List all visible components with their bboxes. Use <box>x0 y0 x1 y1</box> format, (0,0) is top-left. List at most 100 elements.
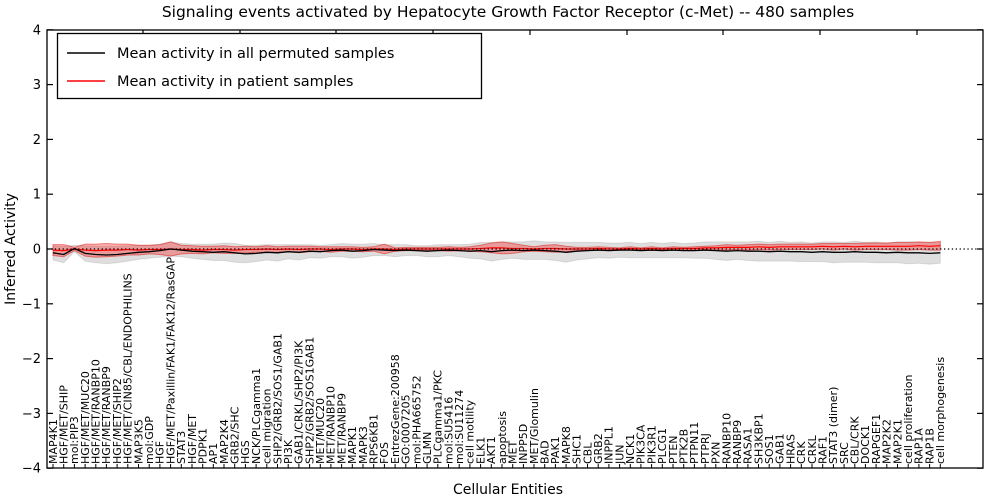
y-axis-label: Inferred Activity <box>3 193 19 305</box>
x-tick-label: NCK/PLCgamma1 <box>250 368 263 464</box>
x-tick-label: RAP1B <box>923 428 936 464</box>
x-tick-label: BAD <box>539 440 552 464</box>
x-tick-label: mol:SU11274 <box>453 390 466 464</box>
x-tick-label: PIK3CA <box>635 424 648 464</box>
x-tick-label: PDPK1 <box>197 428 210 464</box>
y-tick-label: 0 <box>33 243 41 258</box>
x-tick-label: RAF1 <box>817 436 830 464</box>
x-tick-label: ELK1 <box>474 437 487 464</box>
x-tick-label: MET <box>507 441 520 464</box>
x-tick-label: MAPK8 <box>560 426 573 464</box>
permuted-mean-line <box>52 247 941 256</box>
x-tick-label: PXN <box>710 442 723 464</box>
x-tick-label: EntrezGene:200958 <box>389 354 402 464</box>
x-tick-label: MET/RANBP10 <box>325 386 338 464</box>
x-tick-label: INPPL1 <box>603 426 616 464</box>
x-tick-label: RANBP10 <box>720 413 733 464</box>
x-tick-label: cell morphogenesis <box>934 357 947 464</box>
y-tick-label: 1 <box>33 188 41 203</box>
y-tick-label: 3 <box>33 78 41 93</box>
x-tick-label: HRAS <box>784 434 797 464</box>
x-tick-label: MET/RANBP9 <box>335 393 348 464</box>
x-tick-label: RPS6KB1 <box>368 414 381 464</box>
x-tick-label: mol:PHA665752 <box>410 375 423 464</box>
x-tick-label: CBL/CRK <box>849 416 862 464</box>
x-tick-label: MAPK1 <box>346 426 359 464</box>
x-tick-label: HGF/MET/Paxillin/FAK1/FAK12/RasGAP <box>164 257 177 464</box>
plot-frame <box>46 29 984 469</box>
x-tick-label: CBL <box>581 442 594 464</box>
legend-box <box>56 32 483 100</box>
x-tick-label: NCK1 <box>624 434 637 464</box>
x-tick-label: CRK <box>795 441 808 464</box>
legend-label-patient: Mean activity in patient samples <box>117 74 353 90</box>
x-tick-label: HGF/MET/MUC20 <box>79 371 92 464</box>
x-tick-label: CRKL <box>806 434 819 464</box>
x-tick-label: GRB2/SHC <box>229 406 242 464</box>
x-tick-label: HGF/MET/SHIP2 <box>111 378 124 464</box>
legend-label-permuted: Mean activity in all permuted samples <box>117 46 394 62</box>
x-tick-label: AP1 <box>207 443 220 464</box>
x-tick-label: PI3K <box>282 439 295 464</box>
x-tick-label: SOS1 <box>763 434 776 464</box>
x-tick-label: PTPRJ <box>699 433 712 464</box>
x-tick-label: HGF/MET <box>186 414 199 464</box>
x-tick-label: MET/Glomulin <box>528 388 541 464</box>
x-tick-label: MET/MUC20 <box>314 398 327 464</box>
permuted-band <box>52 240 941 265</box>
x-tick-label: SH3KBP1 <box>752 413 765 464</box>
x-tick-label: SHC1 <box>571 434 584 464</box>
x-tick-label: RASA1 <box>742 428 755 464</box>
plot-area: 43210−1−2−3−4MAP4K1HGF/MET/SHIPmol:PIP3H… <box>22 23 983 477</box>
x-tick-label: MAP3K5 <box>132 419 145 464</box>
y-tick-label: −3 <box>22 407 41 422</box>
x-tick-label: GAB1 <box>774 433 787 464</box>
x-tick-label: MAP2K4 <box>218 419 231 464</box>
x-tick-label: MAP4K1 <box>47 419 60 464</box>
x-tick-label: MAP2K2 <box>881 419 894 464</box>
x-tick-label: cell proliferation <box>902 374 915 464</box>
x-tick-label: HGS <box>239 440 252 464</box>
x-tick-label: STAT3 (dimer) <box>827 387 840 464</box>
y-tick-label: −1 <box>22 297 41 312</box>
x-tick-label: mol:SU5416 <box>442 397 455 464</box>
y-tick-label: −4 <box>22 462 41 477</box>
x-tick-label: HGF/MET/SHIP <box>58 385 71 464</box>
x-tick-label: PLCG1 <box>656 428 669 464</box>
x-tick-label: GAB1/CRKL/SHP2/PI3K <box>293 340 306 464</box>
x-tick-label: PTPN11 <box>688 422 701 464</box>
y-tick-label: 2 <box>33 133 41 148</box>
x-tick-label: RAP1A <box>913 428 926 464</box>
x-tick-label: SHP2/GRB2/SOS1/GAB1 <box>271 333 284 464</box>
x-tick-label: RAPGEF1 <box>870 414 883 464</box>
x-tick-label: STAT3 <box>175 431 188 464</box>
x-tick-label: JUN <box>613 444 626 465</box>
x-tick-label: MAPK3 <box>357 426 370 464</box>
x-tick-label: GRB2 <box>592 433 605 464</box>
x-tick-label: PLCgamma1/PKC <box>432 370 445 464</box>
x-tick-label: HGF <box>154 441 167 464</box>
x-tick-label: GO:0007205 <box>400 394 413 464</box>
x-tick-label: RANBP9 <box>731 420 744 464</box>
x-tick-label: SRC <box>838 442 851 464</box>
x-tick-label: GLMN <box>421 432 434 464</box>
x-tick-label: DOCK1 <box>859 425 872 464</box>
x-tick-label: apoptosis <box>496 411 509 464</box>
x-tick-label: HGF/MET/RANBP10 <box>90 359 103 464</box>
legend: Mean activity in all permuted samples Me… <box>56 32 483 100</box>
x-tick-label: HGF/MET/RANBP9 <box>100 366 113 464</box>
x-tick-label: PTEN <box>667 435 680 464</box>
y-tick-label: −2 <box>22 352 41 367</box>
chart-title: Signaling events activated by Hepatocyte… <box>162 3 854 21</box>
x-axis-label: Cellular Entities <box>453 482 563 498</box>
x-tick-label: mol:PIP3 <box>68 416 81 464</box>
x-tick-label: cell migration <box>261 388 274 464</box>
x-tick-label: PIK3R1 <box>645 425 658 464</box>
x-tick-label: INPP5D <box>517 424 530 464</box>
x-tick-label: mol:GDP <box>143 416 156 464</box>
x-tick-label: HGF/MET/CIN85/CBL/ENDOPHILINS <box>122 273 135 464</box>
y-tick-label: 4 <box>33 23 41 38</box>
patient-mean-line <box>52 245 941 252</box>
